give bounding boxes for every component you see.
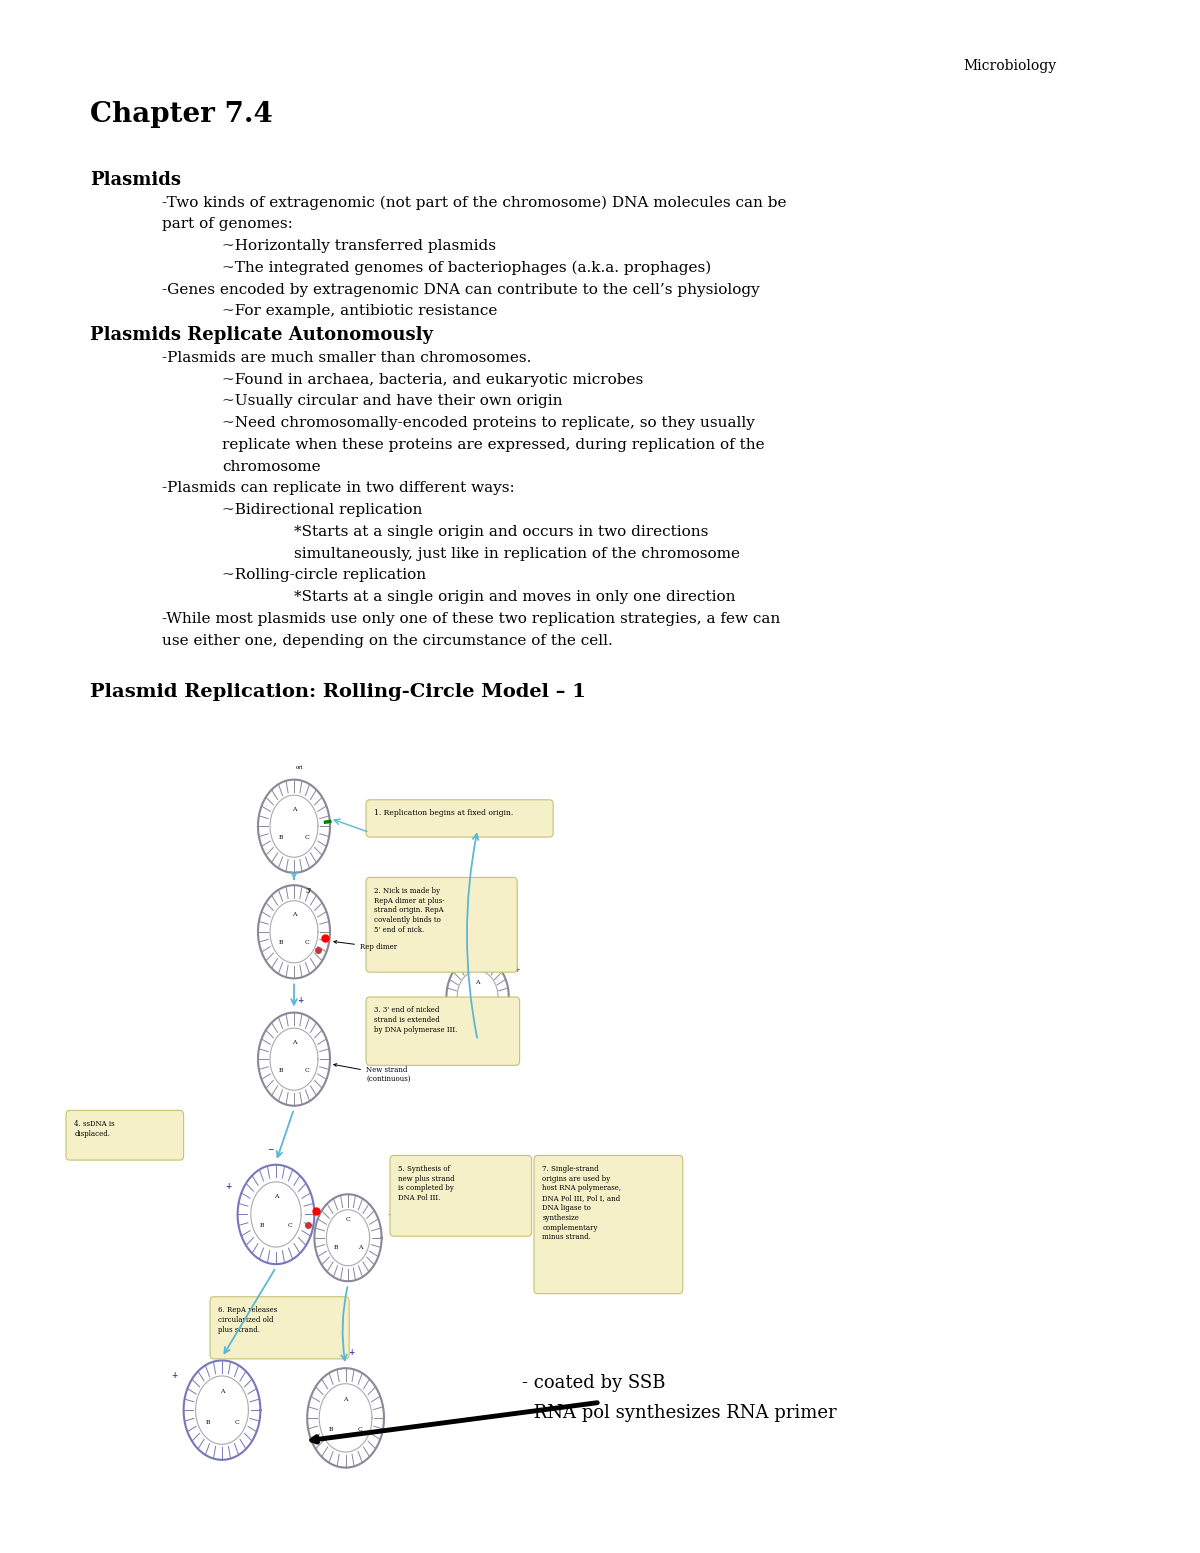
Polygon shape bbox=[196, 1376, 248, 1444]
Text: +: + bbox=[512, 964, 520, 974]
Text: *Starts at a single origin and moves in only one direction: *Starts at a single origin and moves in … bbox=[294, 590, 736, 604]
FancyBboxPatch shape bbox=[366, 877, 517, 972]
Polygon shape bbox=[270, 795, 318, 857]
FancyBboxPatch shape bbox=[390, 1155, 532, 1236]
FancyBboxPatch shape bbox=[366, 800, 553, 837]
Text: ~Found in archaea, bacteria, and eukaryotic microbes: ~Found in archaea, bacteria, and eukaryo… bbox=[222, 373, 643, 387]
Text: simultaneously, just like in replication of the chromosome: simultaneously, just like in replication… bbox=[294, 547, 740, 561]
Text: B: B bbox=[278, 1067, 283, 1073]
Text: 3. 3' end of nicked
strand is extended
by DNA polymerase III.: 3. 3' end of nicked strand is extended b… bbox=[374, 1006, 457, 1034]
Text: 4. ssDNA is
displaced.: 4. ssDNA is displaced. bbox=[74, 1120, 115, 1137]
Text: B: B bbox=[260, 1224, 264, 1228]
Text: 7. Single-strand
origins are used by
host RNA polymerase,
DNA Pol III, Pol I, an: 7. Single-strand origins are used by hos… bbox=[542, 1165, 622, 1241]
Text: ~The integrated genomes of bacteriophages (a.k.a. prophages): ~The integrated genomes of bacteriophage… bbox=[222, 261, 712, 275]
Polygon shape bbox=[326, 1210, 370, 1266]
Text: ~Horizontally transferred plasmids: ~Horizontally transferred plasmids bbox=[222, 239, 496, 253]
Polygon shape bbox=[319, 1384, 372, 1452]
Text: A: A bbox=[343, 1396, 348, 1402]
Text: B: B bbox=[329, 1427, 334, 1432]
Text: A: A bbox=[292, 912, 296, 918]
Text: C: C bbox=[486, 1003, 491, 1009]
Polygon shape bbox=[270, 1028, 318, 1090]
Text: B: B bbox=[464, 1003, 469, 1009]
Text: +: + bbox=[348, 1348, 355, 1357]
Text: C: C bbox=[288, 1224, 293, 1228]
Polygon shape bbox=[270, 901, 318, 963]
Text: −: − bbox=[436, 964, 443, 974]
Text: A: A bbox=[292, 806, 296, 812]
Text: New strand
(continuous): New strand (continuous) bbox=[334, 1064, 410, 1084]
Text: Chapter 7.4: Chapter 7.4 bbox=[90, 101, 272, 127]
Text: ~Rolling-circle replication: ~Rolling-circle replication bbox=[222, 568, 426, 582]
Text: A: A bbox=[274, 1194, 278, 1199]
Text: ori: ori bbox=[296, 766, 304, 770]
Text: C: C bbox=[346, 1216, 350, 1222]
Text: Rep dimer: Rep dimer bbox=[334, 941, 397, 952]
Text: B: B bbox=[278, 834, 283, 840]
Text: *Starts at a single origin and occurs in two directions: *Starts at a single origin and occurs in… bbox=[294, 525, 708, 539]
Polygon shape bbox=[457, 971, 498, 1023]
Text: +: + bbox=[296, 995, 304, 1005]
Text: 2. Nick is made by
RepA dimer at plus-
strand origin. RepA
covalently binds to
5: 2. Nick is made by RepA dimer at plus- s… bbox=[374, 887, 445, 933]
Text: Plasmid Replication: Rolling-Circle Model – 1: Plasmid Replication: Rolling-Circle Mode… bbox=[90, 683, 586, 702]
Text: A: A bbox=[358, 1244, 362, 1250]
Text: part of genomes:: part of genomes: bbox=[162, 217, 293, 231]
Text: +: + bbox=[224, 1182, 232, 1191]
Text: -Two kinds of extragenomic (not part of the chromosome) DNA molecules can be: -Two kinds of extragenomic (not part of … bbox=[162, 196, 786, 210]
Text: B: B bbox=[205, 1419, 210, 1424]
Text: -Plasmids are much smaller than chromosomes.: -Plasmids are much smaller than chromoso… bbox=[162, 351, 532, 365]
Polygon shape bbox=[251, 1182, 301, 1247]
FancyBboxPatch shape bbox=[534, 1155, 683, 1294]
Text: Plasmids: Plasmids bbox=[90, 171, 181, 189]
Text: 5. Synthesis of
new plus strand
is completed by
DNA Pol III.: 5. Synthesis of new plus strand is compl… bbox=[398, 1165, 455, 1202]
FancyBboxPatch shape bbox=[366, 997, 520, 1065]
FancyBboxPatch shape bbox=[66, 1110, 184, 1160]
Text: −: − bbox=[209, 1337, 216, 1346]
Text: Microbiology: Microbiology bbox=[962, 59, 1056, 73]
Text: ~Usually circular and have their own origin: ~Usually circular and have their own ori… bbox=[222, 394, 563, 408]
Text: A: A bbox=[220, 1388, 224, 1395]
Text: C: C bbox=[305, 834, 310, 840]
Text: −: − bbox=[266, 1145, 274, 1154]
Text: 3': 3' bbox=[306, 887, 312, 895]
Text: C: C bbox=[305, 940, 310, 946]
Text: chromosome: chromosome bbox=[222, 460, 320, 474]
Text: ~Need chromosomally-encoded proteins to replicate, so they usually: ~Need chromosomally-encoded proteins to … bbox=[222, 416, 755, 430]
Text: A: A bbox=[475, 980, 480, 985]
Text: use either one, depending on the circumstance of the cell.: use either one, depending on the circums… bbox=[162, 634, 613, 648]
Text: 1. Replication begins at fixed origin.: 1. Replication begins at fixed origin. bbox=[374, 809, 514, 817]
Text: ~For example, antibiotic resistance: ~For example, antibiotic resistance bbox=[222, 304, 497, 318]
Text: B: B bbox=[334, 1244, 338, 1250]
Text: - coated by SSB: - coated by SSB bbox=[522, 1374, 666, 1393]
Text: 6. RepA releases
circularized old
plus strand.: 6. RepA releases circularized old plus s… bbox=[218, 1306, 277, 1334]
Text: -Plasmids can replicate in two different ways:: -Plasmids can replicate in two different… bbox=[162, 481, 515, 495]
Text: -Genes encoded by extragenomic DNA can contribute to the cell’s physiology: -Genes encoded by extragenomic DNA can c… bbox=[162, 283, 760, 297]
Text: +: + bbox=[386, 1210, 394, 1219]
Text: -While most plasmids use only one of these two replication strategies, a few can: -While most plasmids use only one of the… bbox=[162, 612, 780, 626]
Text: C: C bbox=[305, 1067, 310, 1073]
Text: ~Bidirectional replication: ~Bidirectional replication bbox=[222, 503, 422, 517]
Text: Plasmids Replicate Autonomously: Plasmids Replicate Autonomously bbox=[90, 326, 433, 345]
FancyBboxPatch shape bbox=[210, 1297, 349, 1359]
Text: - RNA pol synthesizes RNA primer: - RNA pol synthesizes RNA primer bbox=[522, 1404, 836, 1423]
Text: C: C bbox=[234, 1419, 239, 1424]
Text: B: B bbox=[278, 940, 283, 946]
Text: C: C bbox=[358, 1427, 362, 1432]
Text: A: A bbox=[292, 1039, 296, 1045]
Text: +: + bbox=[170, 1371, 178, 1381]
Text: replicate when these proteins are expressed, during replication of the: replicate when these proteins are expres… bbox=[222, 438, 764, 452]
